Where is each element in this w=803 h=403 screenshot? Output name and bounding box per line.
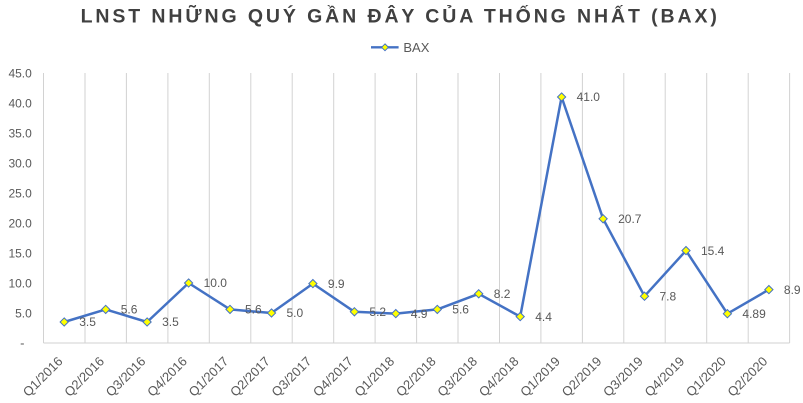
svg-text:20.7: 20.7 (618, 212, 642, 226)
svg-text:25.0: 25.0 (8, 186, 32, 200)
svg-text:5.6: 5.6 (452, 303, 469, 317)
svg-text:9.9: 9.9 (328, 277, 345, 291)
svg-text:41.0: 41.0 (577, 90, 601, 104)
svg-text:LNST NHỮNG QUÝ GẦN ĐÂY CỦA THỐ: LNST NHỮNG QUÝ GẦN ĐÂY CỦA THỐNG NHẤT (B… (81, 4, 720, 28)
svg-text:45.0: 45.0 (8, 66, 32, 80)
svg-text:5.0: 5.0 (15, 306, 32, 320)
svg-text:5.6: 5.6 (245, 303, 262, 317)
svg-text:40.0: 40.0 (8, 96, 32, 110)
svg-text:3.5: 3.5 (162, 315, 179, 329)
svg-text:5.6: 5.6 (121, 303, 138, 317)
svg-text:20.0: 20.0 (8, 216, 32, 230)
svg-text:8.9: 8.9 (784, 283, 801, 297)
svg-text:7.8: 7.8 (660, 289, 677, 303)
svg-text:4.9: 4.9 (411, 307, 428, 321)
svg-text:30.0: 30.0 (8, 156, 32, 170)
svg-text:10.0: 10.0 (8, 276, 32, 290)
svg-text:15.0: 15.0 (8, 246, 32, 260)
svg-text:10.0: 10.0 (204, 276, 228, 290)
svg-text:5.0: 5.0 (287, 306, 304, 320)
svg-text:35.0: 35.0 (8, 126, 32, 140)
svg-text:-: - (20, 336, 24, 351)
svg-text:8.2: 8.2 (494, 287, 511, 301)
svg-text:4.4: 4.4 (535, 310, 552, 324)
svg-text:15.4: 15.4 (701, 244, 725, 258)
svg-text:BAX: BAX (403, 40, 429, 55)
svg-text:5.2: 5.2 (369, 305, 386, 319)
svg-text:4.89: 4.89 (742, 307, 766, 321)
svg-text:3.5: 3.5 (79, 315, 96, 329)
